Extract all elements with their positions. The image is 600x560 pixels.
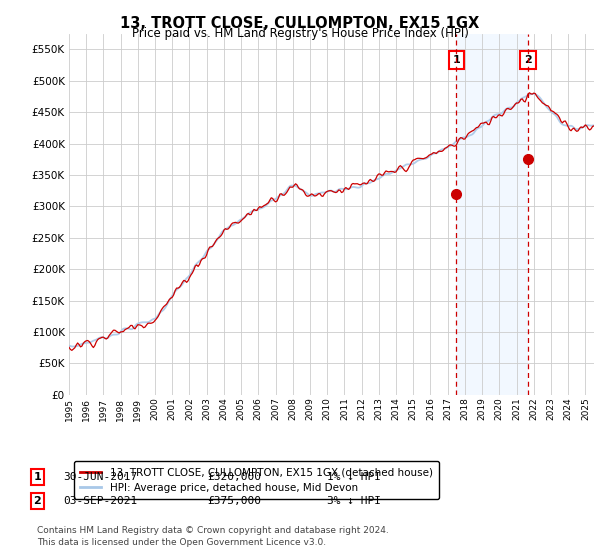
- Text: Contains HM Land Registry data © Crown copyright and database right 2024.: Contains HM Land Registry data © Crown c…: [37, 526, 389, 535]
- Text: 30-JUN-2017: 30-JUN-2017: [63, 472, 137, 482]
- Text: 2: 2: [524, 55, 532, 64]
- Text: 1% ↓ HPI: 1% ↓ HPI: [327, 472, 381, 482]
- Bar: [456, 34, 528, 395]
- Text: 13, TROTT CLOSE, CULLOMPTON, EX15 1GX: 13, TROTT CLOSE, CULLOMPTON, EX15 1GX: [121, 16, 479, 31]
- Text: 1: 1: [452, 55, 460, 64]
- Text: 3% ↓ HPI: 3% ↓ HPI: [327, 496, 381, 506]
- Text: This data is licensed under the Open Government Licence v3.0.: This data is licensed under the Open Gov…: [37, 538, 326, 547]
- Text: 1: 1: [34, 472, 41, 482]
- Text: Price paid vs. HM Land Registry's House Price Index (HPI): Price paid vs. HM Land Registry's House …: [131, 27, 469, 40]
- Text: 03-SEP-2021: 03-SEP-2021: [63, 496, 137, 506]
- Text: 2: 2: [34, 496, 41, 506]
- Legend: 13, TROTT CLOSE, CULLOMPTON, EX15 1GX (detached house), HPI: Average price, deta: 13, TROTT CLOSE, CULLOMPTON, EX15 1GX (d…: [74, 461, 439, 499]
- Text: £320,000: £320,000: [207, 472, 261, 482]
- Text: £375,000: £375,000: [207, 496, 261, 506]
